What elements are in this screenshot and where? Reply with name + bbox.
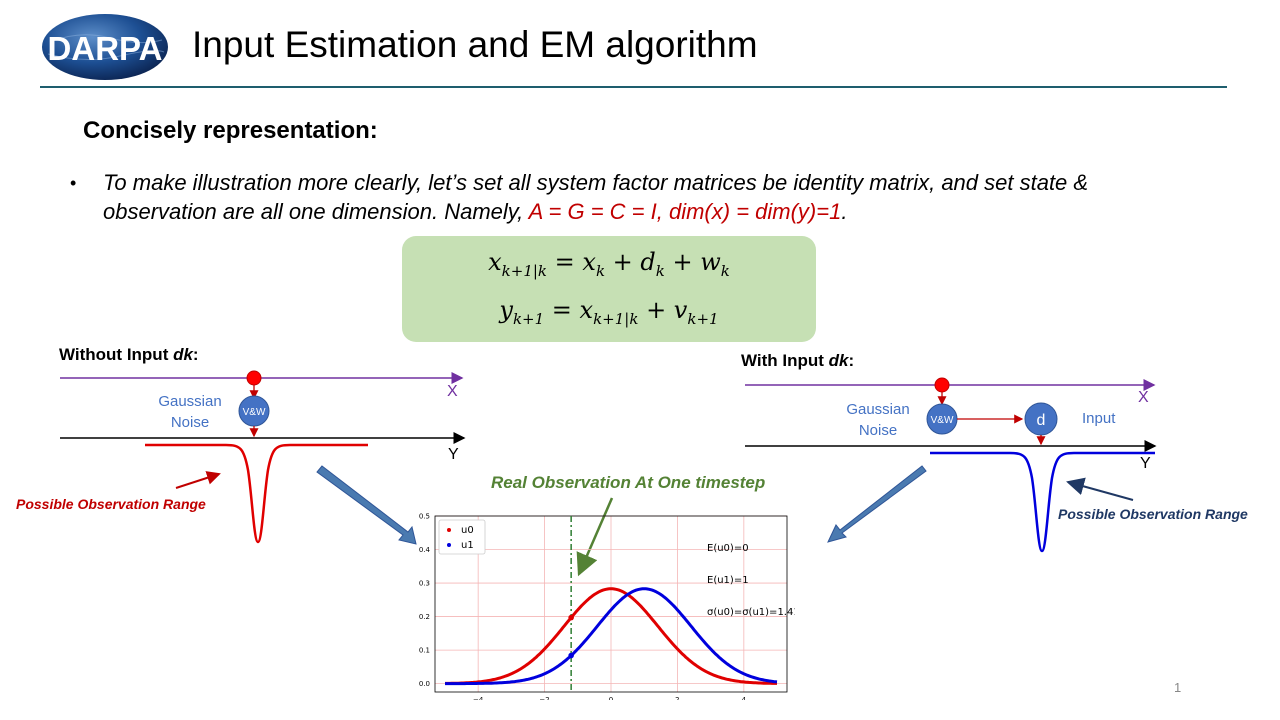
y-tick-label: 0.5 <box>419 513 430 521</box>
left-noise-label: Gaussian Noise <box>158 393 222 431</box>
series-line-u1 <box>445 587 778 686</box>
bullet-marker: • <box>70 173 77 193</box>
bullet-text: To make illustration more clearly, let’s… <box>103 168 1103 226</box>
left-to-chart-arrow <box>316 465 417 545</box>
right-to-chart-arrow <box>827 465 927 543</box>
plot-frame <box>434 515 788 693</box>
left-range-arrow <box>175 471 221 489</box>
right-heading: With Input dk: <box>741 351 855 370</box>
left-vw-label: V&W <box>243 407 266 418</box>
right-y-label: Y <box>1140 455 1151 472</box>
bullet-highlight: A = G = C = I, dim(x) = dim(y)=1 <box>528 199 842 224</box>
equation-observation: yk+1 = xk+1|k + vk+1 <box>499 296 719 328</box>
left-y-label: Y <box>448 446 459 463</box>
x-tick-label: −2 <box>539 696 549 700</box>
series-line-u0 <box>445 587 777 685</box>
right-x-label: X <box>1138 389 1149 406</box>
x-tick-label: −4 <box>473 696 484 700</box>
right-range-arrow <box>1066 477 1134 501</box>
observation-point-u1 <box>568 652 574 659</box>
y-tick-label: 0.3 <box>419 580 430 588</box>
legend-label-u1: u1 <box>461 540 474 551</box>
chart-annotation: E(u1)=1 <box>707 575 749 586</box>
left-range-label: Possible Observation Range <box>16 496 206 512</box>
chart-annotation: σ(u0)=σ(u1)=1.41 <box>707 607 795 618</box>
y-tick-label: 0.2 <box>419 613 430 621</box>
left-observation-curve <box>145 443 368 544</box>
y-tick-label: 0.1 <box>419 647 430 655</box>
page-number: 1 <box>1174 680 1182 695</box>
right-noise-label: Gaussian Noise <box>846 401 910 439</box>
legend-marker-u0 <box>447 528 451 532</box>
right-d-label: d <box>1037 412 1046 429</box>
bullet-end: . <box>841 199 848 224</box>
x-tick-label: 0 <box>609 696 613 700</box>
x-tick-label: 2 <box>675 696 679 700</box>
equation-box: xk+1|k = xk + dk + wk yk+1 = xk+1|k + vk… <box>402 236 816 342</box>
bullet-body: To make illustration more clearly, let’s… <box>103 170 1089 224</box>
y-tick-label: 0.4 <box>419 546 431 554</box>
y-tick-label: 0.0 <box>419 680 430 688</box>
left-x-label: X <box>447 383 458 400</box>
observation-point-u0 <box>568 614 574 621</box>
left-state-dot <box>246 370 262 386</box>
section-heading: Concisely representation: <box>83 117 378 144</box>
right-observation-curve <box>930 451 1155 553</box>
right-state-dot <box>934 377 950 393</box>
real-observation-label: Real Observation At One timestep <box>491 473 766 492</box>
left-heading: Without Input dk: <box>59 345 199 364</box>
real-observation-arrow <box>576 497 614 577</box>
right-range-label: Possible Observation Range <box>1058 506 1248 522</box>
slide-title: Input Estimation and EM algorithm <box>192 24 758 65</box>
logo-text: DARPA <box>48 30 163 67</box>
darpa-logo: DARPA <box>42 14 168 80</box>
gaussian-chart: −4 −2 0 2 4 0.0 0.1 0.2 0.3 0.4 0.5 u0 u1 E(u0)=0 E(u1… <box>419 513 795 701</box>
legend-marker-u1 <box>447 543 451 547</box>
equation-state: xk+1|k = xk + dk + wk <box>488 248 730 280</box>
chart-annotation: E(u0)=0 <box>707 543 749 554</box>
right-vw-label: V&W <box>931 415 954 426</box>
x-tick-label: 4 <box>742 696 747 700</box>
input-label: Input <box>1082 410 1116 427</box>
legend-label-u0: u0 <box>461 525 474 536</box>
title-divider <box>40 86 1227 88</box>
